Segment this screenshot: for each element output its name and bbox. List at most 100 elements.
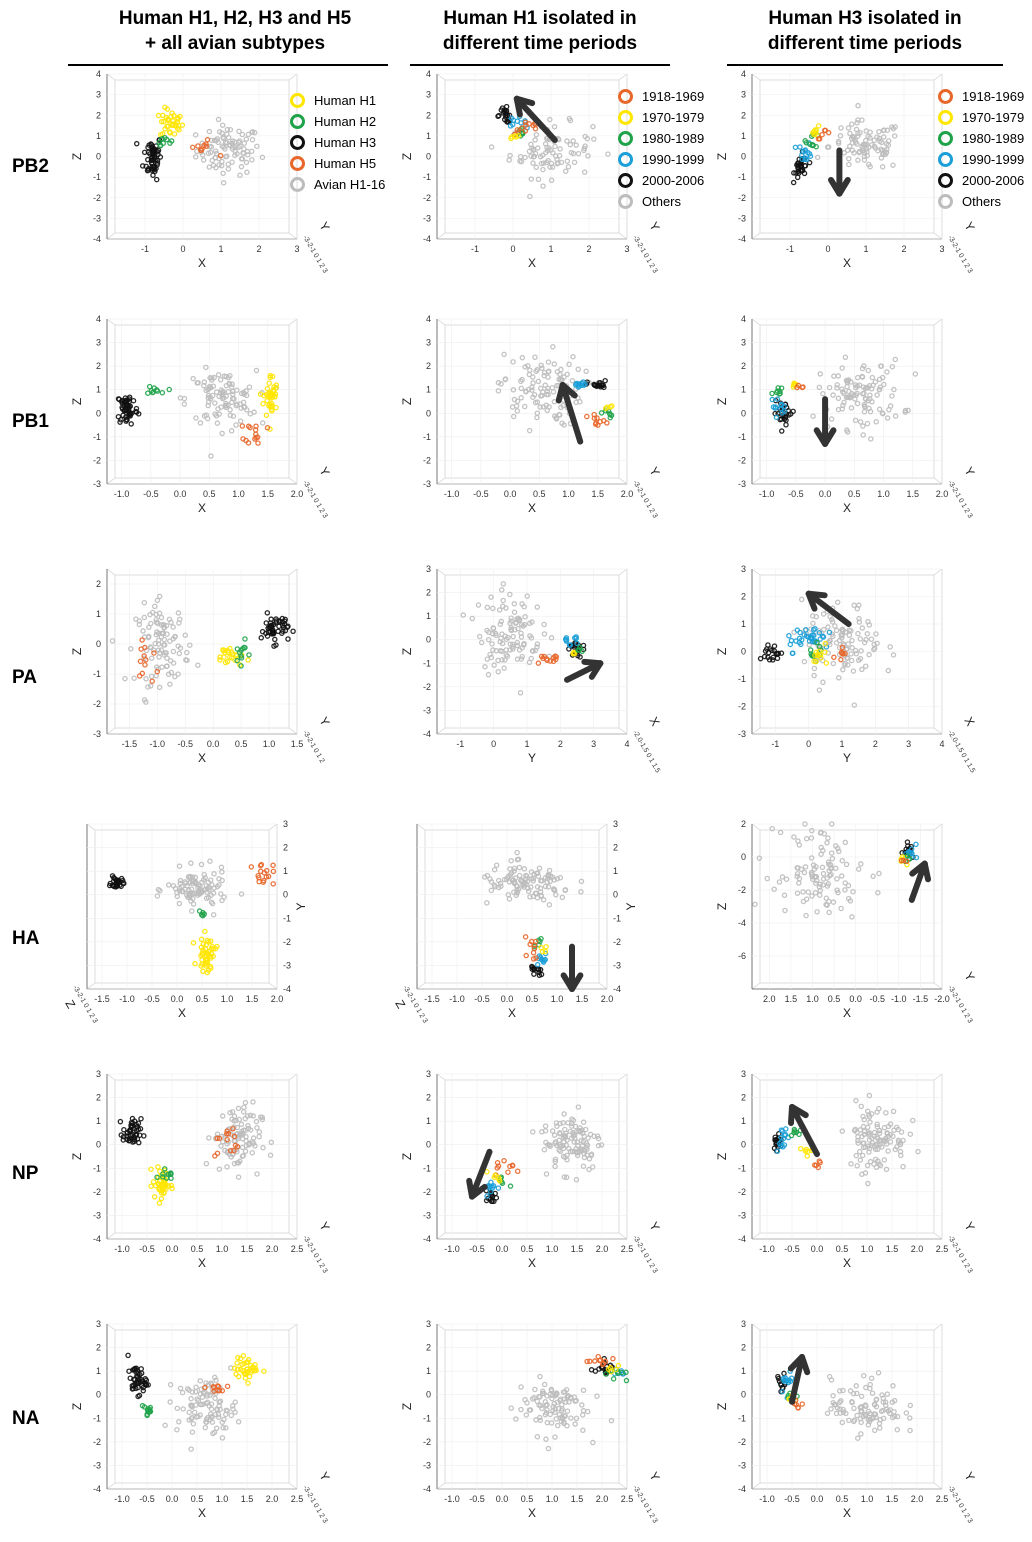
data-point (544, 407, 551, 414)
data-point (842, 887, 848, 893)
data-point (873, 419, 879, 425)
z-tick-label: 4 (741, 69, 746, 79)
data-point (828, 1377, 835, 1383)
data-point (245, 440, 252, 446)
data-point (839, 365, 845, 371)
data-point (168, 619, 174, 626)
x-tick-label: 1 (839, 739, 844, 749)
cluster-human-h1 (190, 928, 220, 976)
data-point (600, 1361, 606, 1368)
data-point (835, 138, 842, 145)
x-tick-label: 1.5 (886, 1244, 899, 1254)
z-tick-label: 0 (426, 152, 431, 162)
data-point (242, 1371, 249, 1378)
z-tick-label: 2 (96, 1343, 101, 1353)
data-point (206, 1135, 212, 1141)
data-point (228, 1412, 235, 1419)
data-point (575, 150, 582, 157)
depth-tick-labels: -3-2-1 0 1 2 3 (946, 1485, 973, 1525)
data-point (215, 1411, 222, 1418)
data-point (557, 1148, 564, 1155)
data-point (267, 620, 274, 626)
data-point (192, 878, 199, 885)
data-point (897, 1140, 904, 1146)
z-tick-label: -4 (283, 984, 291, 994)
data-point (851, 702, 858, 708)
data-point (849, 121, 855, 127)
data-point (507, 641, 514, 647)
data-point (880, 134, 887, 140)
cluster-others (814, 102, 898, 170)
data-point (495, 884, 502, 891)
data-point (551, 361, 558, 367)
data-point (853, 126, 860, 133)
data-point (231, 1133, 238, 1140)
data-point (591, 381, 597, 388)
z-axis-label: Z (70, 153, 84, 160)
legend-marker-icon (938, 152, 953, 167)
data-point (484, 656, 491, 662)
data-point (874, 1121, 880, 1128)
data-point (538, 935, 544, 942)
x-tick-label: 0.0 (501, 994, 514, 1004)
data-point (207, 384, 214, 391)
z-tick-label: 1 (426, 131, 431, 141)
z-tick-label: 2 (741, 110, 746, 120)
depth-tick-labels: -3-2-1 0 1 2 3 (631, 1235, 658, 1275)
data-point (849, 914, 855, 920)
data-point (153, 157, 159, 163)
depth-tick-labels: -2.0-1.5 0 1 1.5 (946, 730, 976, 775)
data-point (152, 640, 158, 647)
data-point (845, 641, 851, 647)
data-point (135, 1373, 141, 1380)
x-tick-label: -0.5 (139, 1494, 155, 1504)
x-tick-label: 3 (294, 244, 299, 254)
depth-tick-labels: -3-2-1 0 1 2 3 (946, 1235, 973, 1275)
legend-label: 1990-1999 (962, 152, 1025, 167)
data-point (126, 412, 132, 419)
data-point (581, 169, 588, 175)
z-tick-label: -3 (738, 1460, 746, 1470)
data-point (574, 1139, 581, 1145)
data-point (816, 687, 823, 693)
data-point (850, 668, 857, 674)
data-point (189, 1429, 196, 1435)
z-tick-label: -3 (93, 1460, 101, 1470)
data-point (176, 900, 183, 907)
data-point (482, 663, 488, 670)
x-tick-label: -1.0 (759, 1244, 775, 1254)
data-point (802, 147, 809, 153)
x-tick-label: -0.5 (139, 1244, 155, 1254)
data-point (511, 868, 517, 874)
data-point (170, 624, 176, 630)
data-point (285, 623, 291, 630)
data-point (571, 649, 577, 656)
data-point (217, 1398, 224, 1404)
data-point (167, 1399, 173, 1405)
data-point (789, 650, 796, 657)
data-point (563, 1174, 570, 1181)
data-point (562, 887, 569, 893)
data-point (765, 642, 771, 648)
data-point (236, 138, 243, 144)
z-tick-label: -3 (93, 1210, 101, 1220)
data-point (145, 684, 151, 690)
data-point (232, 1399, 238, 1405)
data-point (539, 392, 545, 399)
data-point (270, 862, 276, 869)
x-tick-label: -1.0 (114, 489, 130, 499)
data-point (803, 139, 810, 146)
data-point (848, 651, 854, 657)
data-point (237, 401, 244, 407)
data-point (604, 420, 610, 426)
cluster-1918-1969 (522, 934, 539, 962)
data-point (190, 1421, 197, 1427)
z-axis-label: Z (715, 903, 729, 910)
data-point (524, 593, 530, 599)
data-point (495, 669, 501, 675)
data-point (793, 170, 799, 176)
data-point (495, 1185, 502, 1191)
data-point (147, 611, 153, 618)
data-point (123, 416, 130, 423)
data-point (223, 382, 230, 389)
